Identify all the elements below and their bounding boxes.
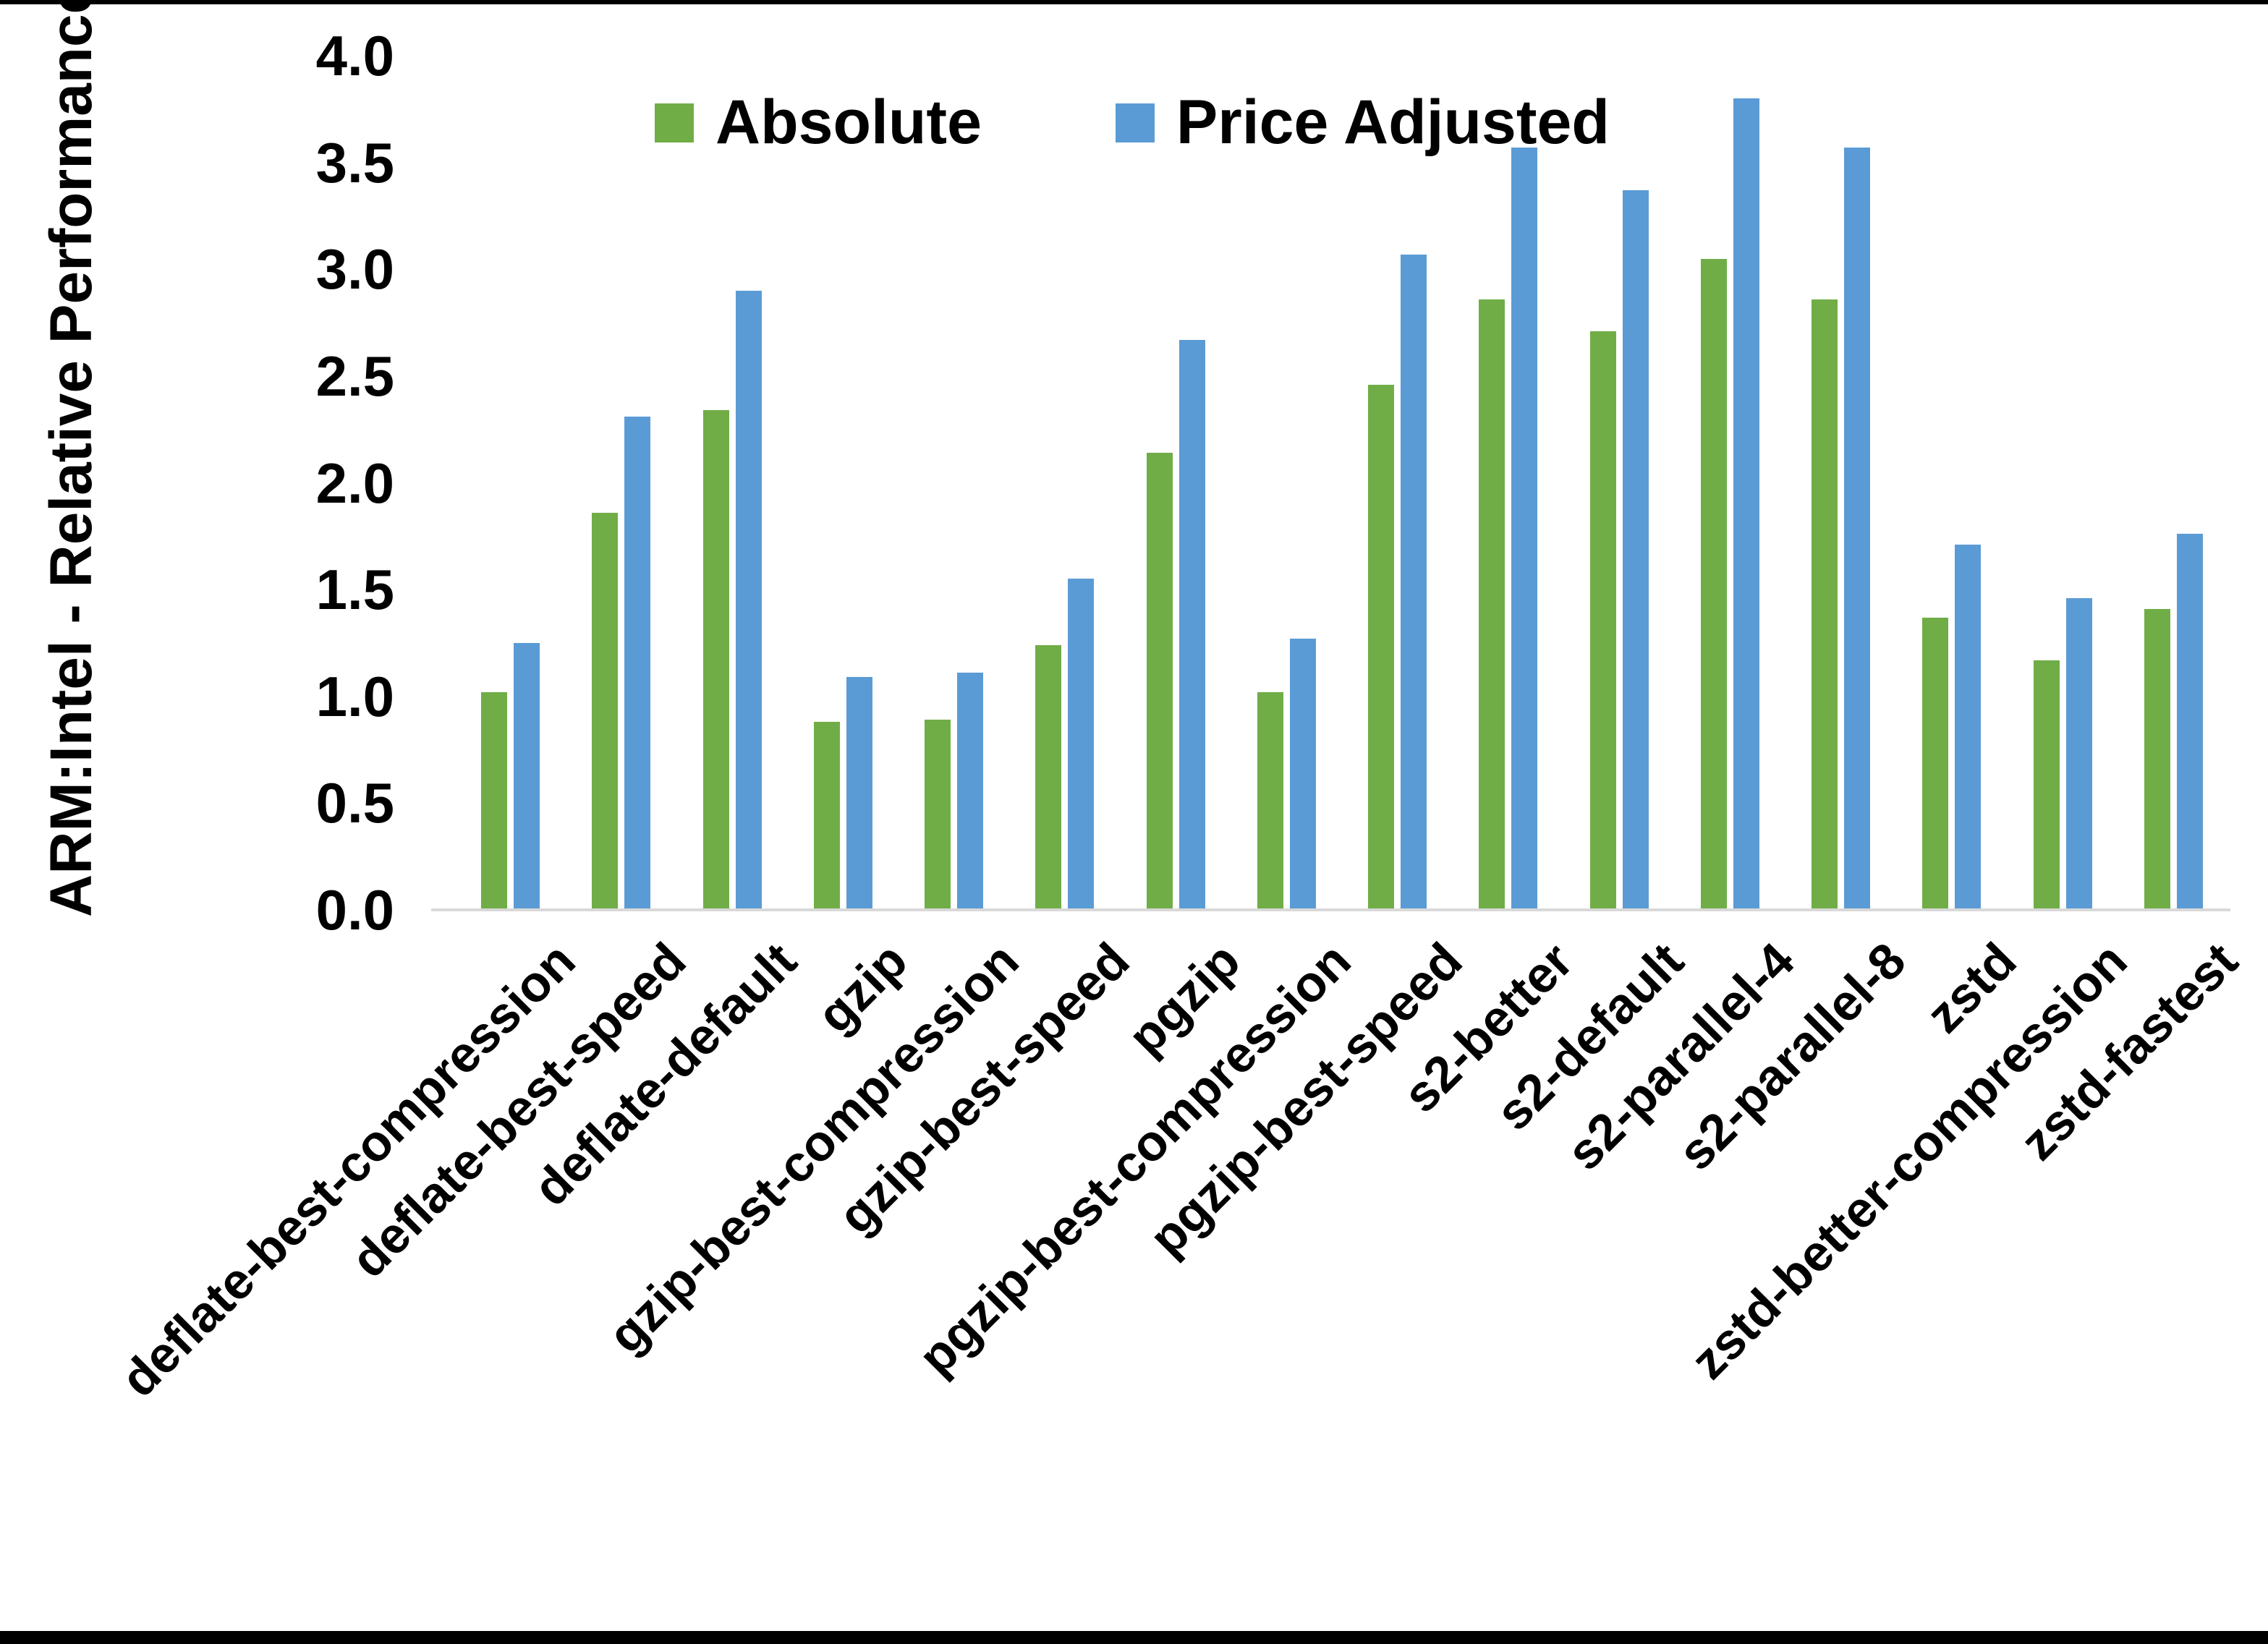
bar-absolute [1589,331,1616,910]
y-tick-label: 4.0 [315,24,394,88]
bar-group [1009,56,1120,910]
bar-absolute [2033,660,2060,910]
bar-price-adjusted [1733,98,1759,910]
bar-absolute [1812,299,1838,910]
bar-price-adjusted [1068,579,1095,910]
bar-price-adjusted [957,673,984,910]
bar-price-adjusted [1511,147,1538,910]
bar-group [677,56,788,910]
bar-absolute [702,410,729,910]
bar-price-adjusted [846,677,872,910]
bar-group [1121,56,1231,910]
y-tick-label: 2.5 [315,344,394,408]
bar-price-adjusted [735,290,762,910]
bar-group [1453,56,1563,910]
bar-absolute [1368,384,1395,910]
bar-absolute [1146,453,1173,910]
legend-label: Price Adjusted [1176,88,1610,157]
bar-price-adjusted [1289,639,1316,910]
bar-group [2008,56,2118,910]
bar-absolute [1257,691,1283,910]
bar-absolute [813,722,840,910]
legend-swatch-icon [655,103,694,142]
bar-price-adjusted [2065,597,2092,910]
bar-group [455,56,566,910]
x-axis-line [431,908,2230,911]
legend-item: Price Adjusted [1115,87,1610,158]
bar-group [2118,56,2229,910]
frame-top-border [0,0,2268,4]
bar-absolute [1700,258,1727,910]
frame-bottom-border [0,1631,2268,1644]
bar-price-adjusted [514,642,540,910]
bar-absolute [1922,617,1949,910]
bar-group [566,56,676,910]
bar-price-adjusted [624,416,651,910]
bar-absolute [1479,299,1505,910]
bar-group [899,56,1009,910]
y-tick-label: 1.5 [315,558,394,622]
y-tick-label: 0.5 [315,771,394,835]
bar-absolute [925,720,951,910]
bar-group [1785,56,1896,910]
bar-group [788,56,899,910]
legend-item: Absolute [655,87,982,158]
bar-absolute [592,512,619,910]
bar-price-adjusted [1401,254,1427,910]
bar-price-adjusted [1844,147,1871,910]
y-tick-label: 3.0 [315,237,394,302]
legend: Absolute Price Adjusted [655,87,1610,158]
bar-group [1896,56,2007,910]
plot-area [455,56,2229,910]
bar-group [1231,56,1342,910]
legend-label: Absolute [715,88,982,157]
bar-group [1342,56,1453,910]
y-tick-label: 0.0 [315,878,394,942]
bar-absolute [2144,608,2170,910]
bar-price-adjusted [1178,339,1205,910]
bar-absolute [481,691,508,910]
bar-absolute [1035,644,1062,910]
bar-group [1675,56,1785,910]
legend-swatch-icon [1115,103,1155,142]
y-tick-label: 1.0 [315,664,394,728]
y-tick-label: 2.0 [315,451,394,515]
y-axis-title: ARM:Intel - Relative Performance [38,0,104,917]
bar-price-adjusted [2176,534,2203,910]
bar-price-adjusted [1622,190,1649,910]
y-tick-label: 3.5 [315,130,394,195]
bar-group [1564,56,1675,910]
bar-price-adjusted [1955,545,1982,910]
